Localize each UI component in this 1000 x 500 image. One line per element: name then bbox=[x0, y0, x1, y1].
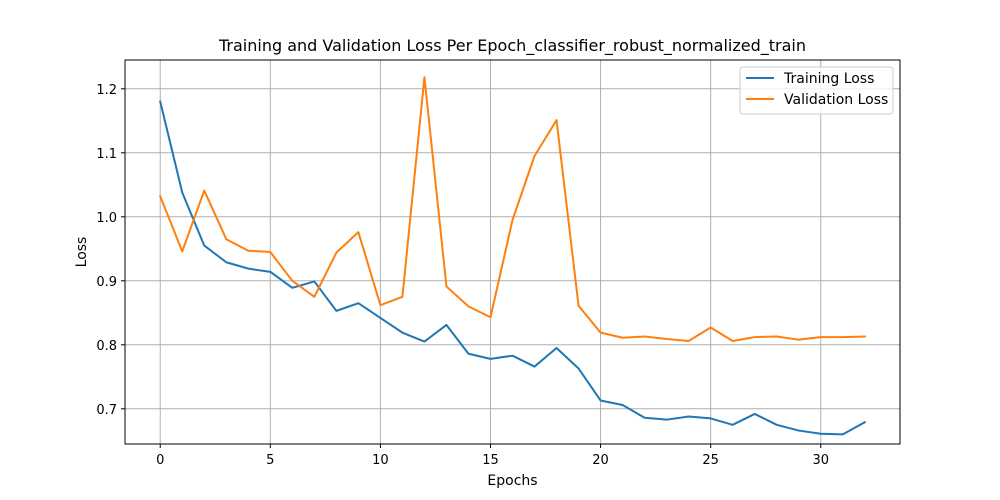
y-tick-label: 0.8 bbox=[96, 339, 117, 354]
series-line-training-loss bbox=[159, 100, 867, 436]
x-tick-label: 15 bbox=[482, 453, 499, 468]
series-line-validation-loss bbox=[158, 76, 866, 342]
y-tick-label: 0.9 bbox=[96, 275, 117, 290]
y-tick-label: 1.2 bbox=[96, 83, 117, 98]
y-axis-label: Loss bbox=[74, 237, 90, 268]
x-tick-label: 10 bbox=[372, 453, 389, 468]
legend-label-validation: Validation Loss bbox=[784, 92, 888, 108]
legend-label-training: Training Loss bbox=[783, 71, 874, 87]
plot-series bbox=[158, 76, 867, 436]
legend: Training Loss Validation Loss bbox=[739, 66, 894, 115]
grid-lines bbox=[125, 60, 900, 444]
plot-frame bbox=[124, 59, 901, 445]
legend-box bbox=[739, 66, 894, 115]
chart-title: Training and Validation Loss Per Epoch_c… bbox=[218, 36, 806, 56]
x-axis-ticks: 0 5 10 15 20 25 30 bbox=[156, 444, 829, 468]
y-tick-label: 0.7 bbox=[96, 403, 117, 418]
y-axis-ticks: 0.7 0.8 0.9 1.0 1.1 1.2 bbox=[96, 83, 125, 418]
x-tick-label: 30 bbox=[812, 453, 829, 468]
y-tick-label: 1.0 bbox=[96, 211, 117, 226]
x-tick-label: 5 bbox=[266, 453, 274, 468]
x-axis-label: Epochs bbox=[487, 473, 537, 489]
x-tick-label: 0 bbox=[156, 453, 164, 468]
y-tick-label: 1.1 bbox=[96, 147, 117, 162]
x-tick-label: 25 bbox=[702, 453, 719, 468]
x-tick-label: 20 bbox=[592, 453, 609, 468]
